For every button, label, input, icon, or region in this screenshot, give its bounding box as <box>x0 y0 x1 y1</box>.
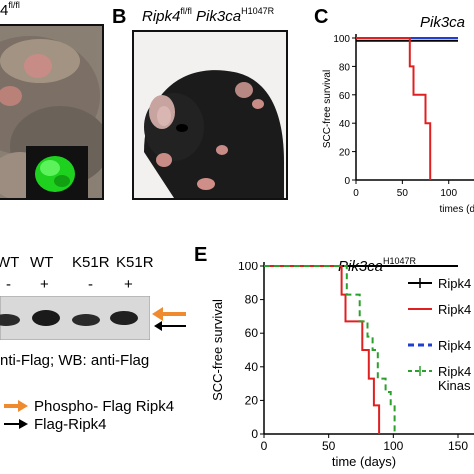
legend-label-5: Kinas <box>438 378 471 393</box>
blot-col-label-3: K51R <box>72 254 110 271</box>
blot-caption: nti-Flag; WB: anti-Flag <box>0 352 150 369</box>
panel-c-chart: 0 20 40 60 80 100 0 50 100 SCC-free survival times… <box>322 34 474 215</box>
y-tick-label: 40 <box>245 360 259 374</box>
blot-band-2 <box>32 310 60 326</box>
x-tick-label: 50 <box>397 188 409 199</box>
blot-col-label-4: K51R <box>116 254 154 271</box>
blot-band-3 <box>72 314 100 326</box>
panel-a-title: 4fl/fl <box>0 0 20 19</box>
x-tick-label: 50 <box>322 439 336 453</box>
y-axis-label: SCC-free survival <box>322 70 333 148</box>
y-axis-label: SCC-free survival <box>210 299 225 401</box>
y-tick-label: 60 <box>245 326 259 340</box>
panel-a-photo <box>0 24 104 200</box>
legend-label-1: Ripk4 <box>438 276 471 291</box>
x-tick-label: 0 <box>261 439 268 453</box>
series-line-4 <box>264 265 396 434</box>
legend-flag: Flag-Ripk4 <box>34 416 107 433</box>
y-tick-label: 40 <box>339 119 351 130</box>
x-axis-label: times (da <box>439 204 474 215</box>
panel-b-title: Ripk4fl/fl Pik3caH1047R <box>142 6 275 25</box>
blot-sign-3: - <box>88 276 93 293</box>
mouse-skin-image <box>0 26 102 198</box>
panel-e-label: E <box>194 244 208 266</box>
mouse-image <box>134 32 286 198</box>
y-tick-label: 60 <box>339 91 351 102</box>
y-tick-label: 0 <box>251 427 258 441</box>
x-tick-label: 100 <box>440 188 457 199</box>
legend-phospho: Phospho- Flag Ripk4 <box>34 398 175 415</box>
x-tick-label: 100 <box>383 439 403 453</box>
y-tick-label: 80 <box>339 62 351 73</box>
series-line-2 <box>264 265 381 434</box>
western-blot <box>0 296 150 340</box>
panel-c-label: C <box>314 6 329 28</box>
x-axis-label: time (days) <box>332 454 396 469</box>
series-line-3 <box>356 37 432 180</box>
blot-sign-1: - <box>6 276 11 293</box>
black-arrow-icon <box>154 321 186 331</box>
panel-b-photo <box>132 30 288 200</box>
blot-band-1 <box>0 314 20 326</box>
panel-b-label: B <box>112 6 127 28</box>
legend-label-3: Ripk4 <box>438 338 471 353</box>
x-tick-label: 0 <box>353 188 359 199</box>
y-tick-label: 20 <box>245 393 259 407</box>
y-tick-label: 0 <box>344 176 350 187</box>
orange-arrow-icon <box>152 307 186 321</box>
legend-label-4: Ripk4 <box>438 364 471 379</box>
blot-sign-4: + <box>124 276 133 293</box>
legend-orange-arrow-icon <box>4 400 28 412</box>
blot-arrows <box>152 307 186 331</box>
y-tick-label: 100 <box>333 34 350 45</box>
legend-black-arrow-icon <box>4 419 28 429</box>
blot-band-4 <box>110 311 138 325</box>
y-tick-label: 100 <box>238 262 258 273</box>
blot-col-label-2: WT <box>30 254 54 271</box>
y-tick-label: 20 <box>339 148 351 159</box>
panel-c-title: Pik3ca <box>420 14 466 31</box>
legend-arrows <box>4 400 28 429</box>
blot-col-label-1: WT <box>0 254 20 271</box>
panel-e-chart: 0 20 40 60 80 100 0 50 100 150 SCC-free survival ti… <box>210 262 474 469</box>
y-tick-label: 80 <box>245 293 259 307</box>
legend-label-2: Ripk4 <box>438 302 471 317</box>
blot-sign-2: + <box>40 276 49 293</box>
x-tick-label: 150 <box>448 439 468 453</box>
